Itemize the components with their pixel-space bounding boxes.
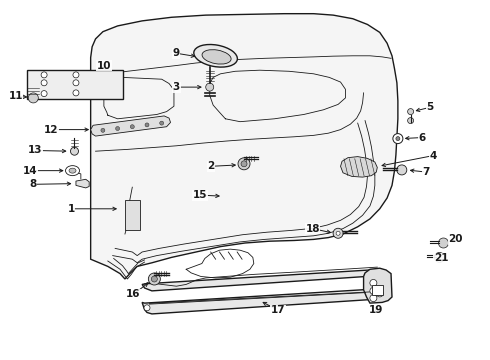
Text: 10: 10: [97, 60, 111, 71]
Text: 21: 21: [434, 253, 448, 264]
Circle shape: [148, 273, 160, 285]
Text: 1: 1: [68, 204, 74, 214]
Circle shape: [130, 125, 134, 129]
FancyBboxPatch shape: [372, 285, 383, 295]
Circle shape: [408, 109, 414, 114]
Circle shape: [396, 136, 400, 141]
Circle shape: [144, 305, 150, 311]
Ellipse shape: [194, 45, 237, 67]
Text: 18: 18: [305, 224, 320, 234]
Polygon shape: [91, 14, 398, 279]
Text: 9: 9: [173, 48, 180, 58]
Text: 7: 7: [422, 167, 430, 177]
Circle shape: [206, 83, 214, 91]
Text: 19: 19: [369, 305, 384, 315]
Polygon shape: [142, 289, 385, 314]
Circle shape: [101, 128, 105, 132]
Circle shape: [397, 165, 407, 175]
Circle shape: [73, 80, 79, 86]
Circle shape: [73, 72, 79, 78]
Circle shape: [116, 126, 120, 131]
Circle shape: [160, 121, 164, 125]
Circle shape: [28, 93, 38, 103]
Circle shape: [408, 118, 414, 123]
Text: 6: 6: [419, 132, 426, 143]
Circle shape: [41, 80, 47, 86]
Text: 17: 17: [271, 305, 286, 315]
Ellipse shape: [69, 168, 76, 173]
Text: 5: 5: [427, 102, 434, 112]
Circle shape: [435, 252, 444, 262]
Circle shape: [71, 147, 78, 155]
Circle shape: [370, 294, 377, 302]
Circle shape: [376, 290, 383, 297]
Circle shape: [41, 91, 47, 96]
Polygon shape: [364, 268, 392, 303]
Text: 20: 20: [448, 234, 463, 244]
Circle shape: [241, 161, 247, 167]
Text: 4: 4: [430, 150, 438, 161]
Text: 13: 13: [28, 145, 43, 156]
Ellipse shape: [202, 50, 231, 64]
Circle shape: [393, 134, 403, 144]
Ellipse shape: [66, 166, 79, 176]
Polygon shape: [91, 116, 171, 136]
Circle shape: [41, 72, 47, 78]
Circle shape: [151, 276, 157, 282]
Polygon shape: [125, 200, 140, 230]
Circle shape: [336, 231, 340, 235]
Circle shape: [73, 90, 79, 96]
Text: 2: 2: [207, 161, 214, 171]
Text: 11: 11: [8, 91, 23, 102]
Text: 15: 15: [193, 190, 207, 200]
Polygon shape: [341, 157, 377, 177]
Circle shape: [370, 279, 377, 287]
Circle shape: [333, 228, 343, 238]
Polygon shape: [142, 269, 383, 291]
Text: 8: 8: [30, 179, 37, 189]
Text: 12: 12: [44, 125, 59, 135]
Text: 16: 16: [126, 289, 141, 300]
Polygon shape: [27, 70, 122, 99]
Circle shape: [370, 287, 377, 294]
Polygon shape: [76, 179, 89, 188]
Circle shape: [145, 123, 149, 127]
Circle shape: [439, 238, 448, 248]
Text: 3: 3: [173, 82, 180, 92]
Circle shape: [238, 158, 250, 170]
Text: 14: 14: [23, 166, 38, 176]
